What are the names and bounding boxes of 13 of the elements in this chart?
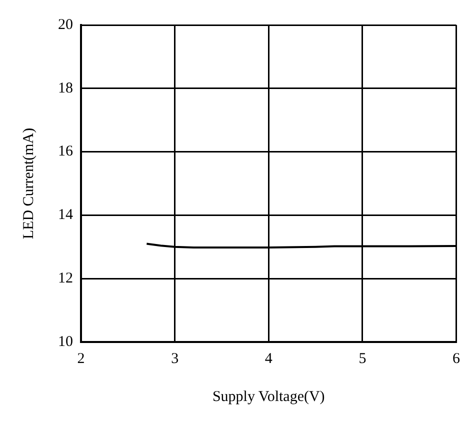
x-axis-title: Supply Voltage(V) [212,388,325,405]
y-tick-label: 14 [58,207,74,224]
x-tick-label: 5 [358,350,366,367]
y-tick-label: 12 [58,270,73,287]
y-tick-label: 20 [58,16,73,33]
x-tick-label: 2 [77,350,85,367]
x-tick-label: 4 [264,350,273,367]
x-tick-label: 6 [452,350,460,367]
y-tick-label: 18 [58,80,73,96]
x-tick-label: 3 [171,350,179,367]
y-axis-title: LED Current(mA) [20,128,37,240]
y-tick-label: 16 [58,144,74,160]
y-tick-label: 10 [58,334,73,350]
